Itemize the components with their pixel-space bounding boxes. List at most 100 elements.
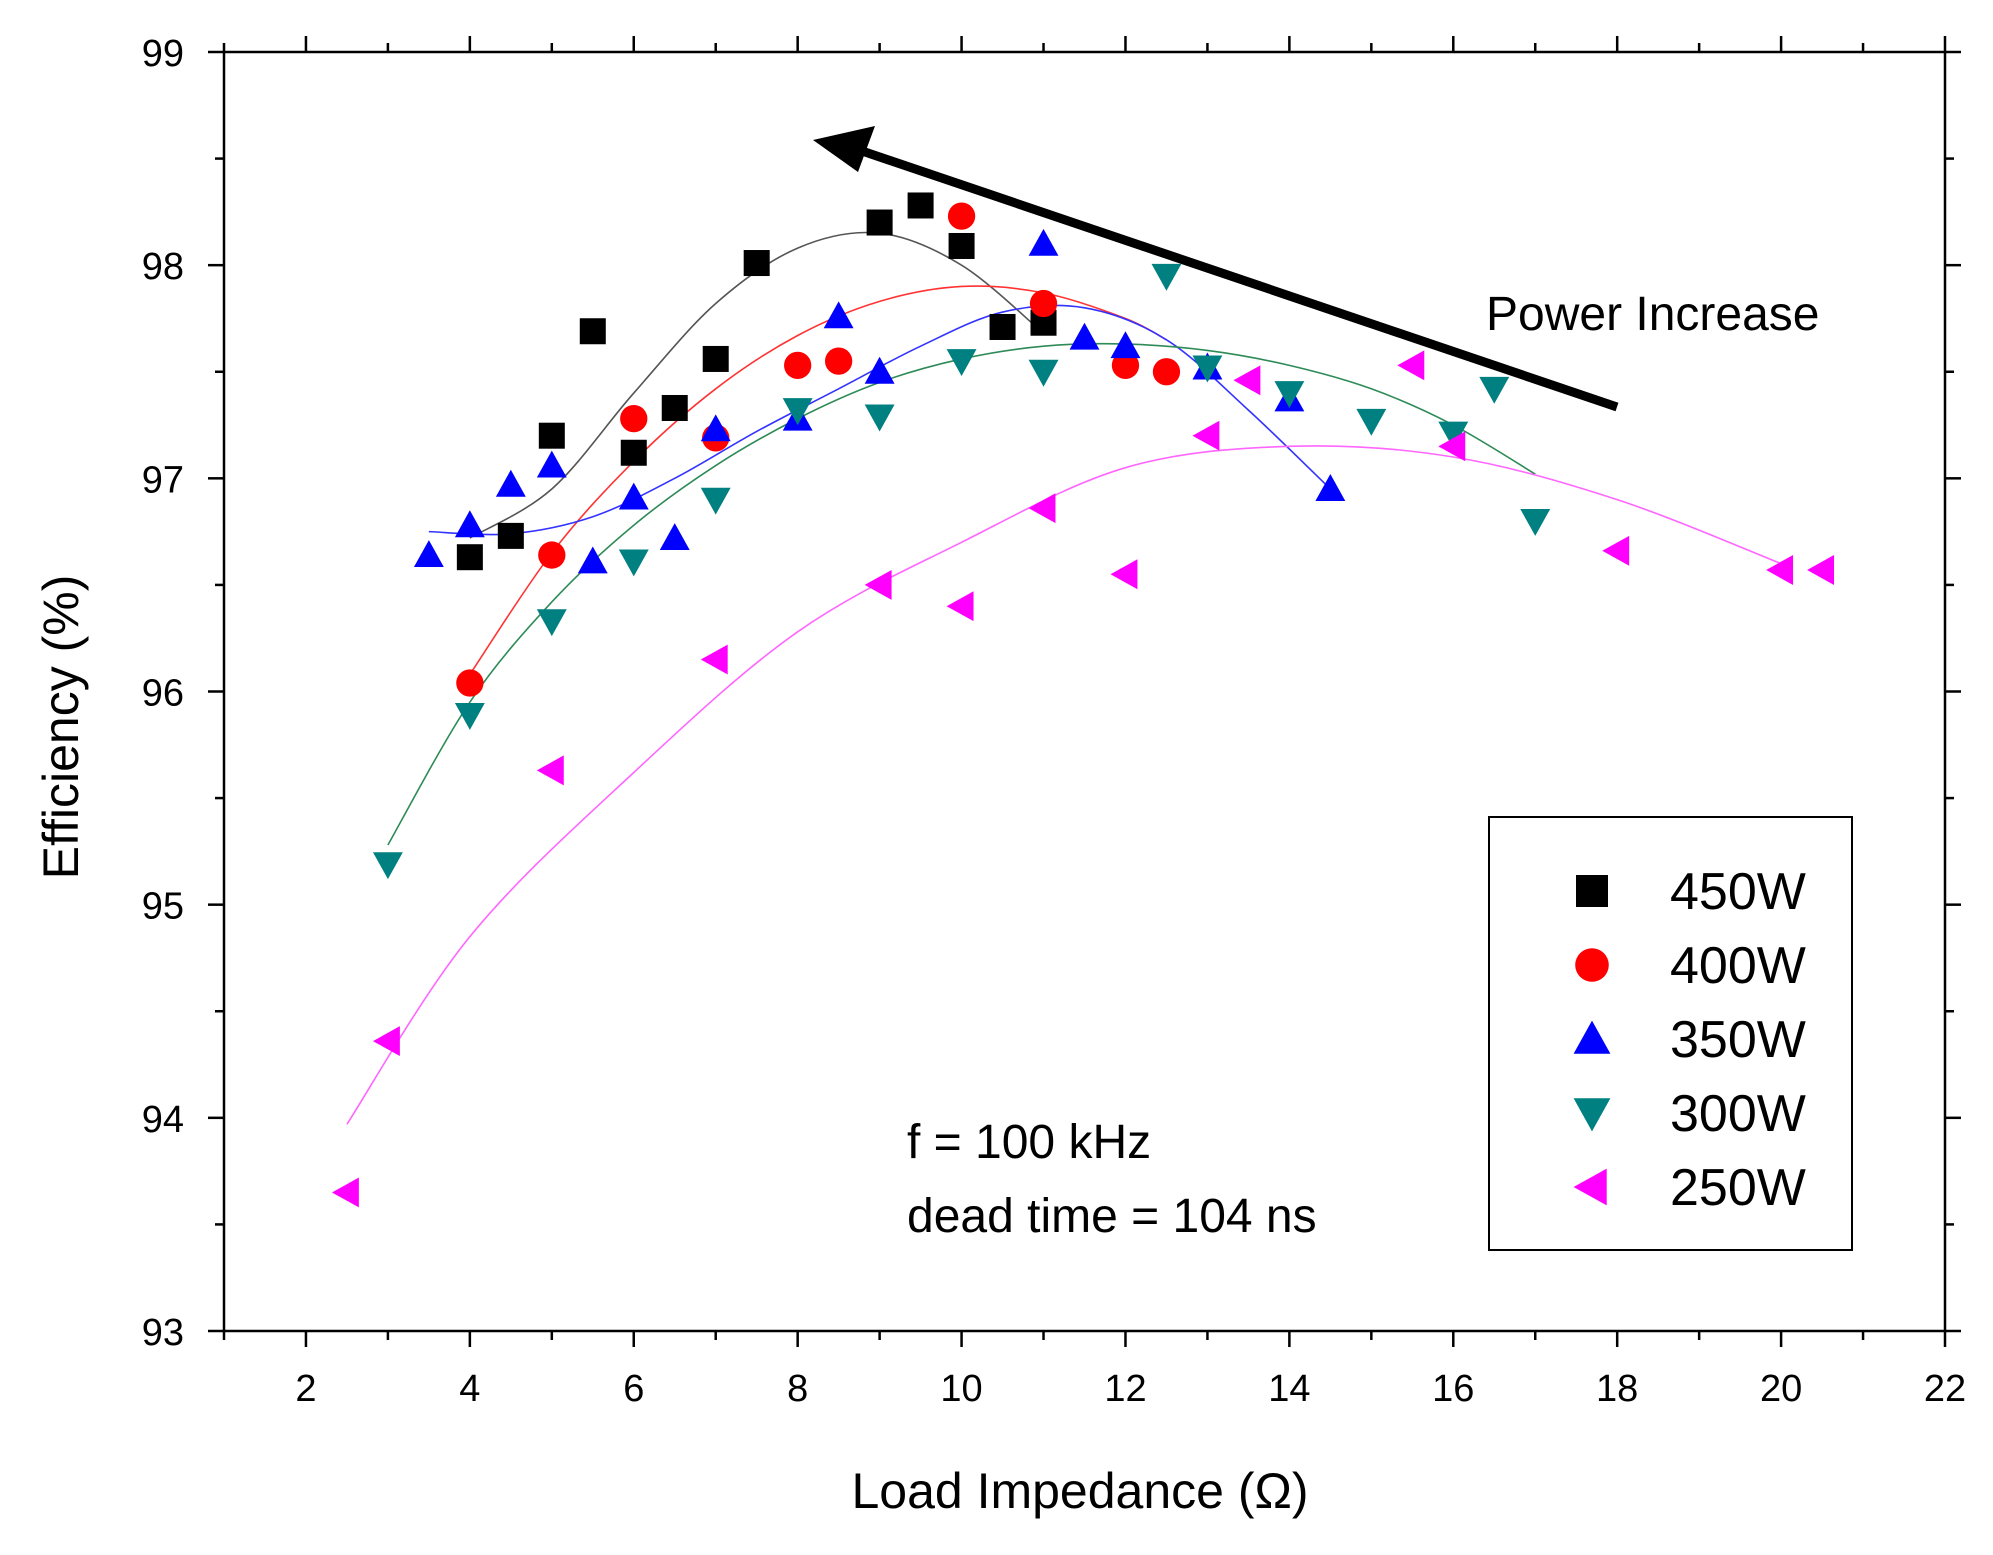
power-increase-arrow [813, 126, 1619, 412]
point-450W [497, 522, 524, 549]
legend-box [1488, 816, 1853, 1251]
point-300W [1192, 355, 1223, 383]
frequency-label: f = 100 kHz [907, 1116, 1151, 1169]
point-450W [579, 318, 606, 345]
point-300W [864, 404, 895, 432]
x-tick-label: 14 [1268, 1368, 1310, 1410]
point-450W [620, 439, 647, 466]
point-400W [620, 404, 648, 433]
x-tick-label: 20 [1760, 1368, 1802, 1410]
point-400W [824, 347, 853, 375]
point-350W [618, 482, 649, 510]
point-350W [1028, 228, 1059, 256]
y-tick-label: 94 [142, 1099, 184, 1141]
point-400W [1111, 351, 1140, 380]
legend-label-400W: 400W [1670, 937, 1806, 995]
point-250W [1233, 365, 1261, 396]
point-300W [618, 549, 649, 577]
point-250W [536, 755, 564, 786]
point-450W [989, 313, 1016, 340]
point-300W [1438, 421, 1469, 449]
point-250W [1602, 535, 1630, 566]
point-400W [456, 669, 484, 697]
dead-time-label: dead time = 104 ns [907, 1190, 1317, 1243]
y-axis-label: Efficiency (%) [33, 575, 89, 880]
point-450W [866, 209, 893, 236]
point-450W [702, 345, 729, 372]
point-450W [661, 394, 688, 421]
point-300W [1151, 263, 1182, 291]
point-350W [413, 540, 444, 568]
fit-curve-400W [469, 285, 1167, 675]
point-300W [946, 349, 977, 377]
x-tick-label: 10 [940, 1368, 982, 1410]
point-300W [536, 609, 567, 637]
point-350W [823, 301, 854, 329]
y-tick-label: 96 [142, 673, 184, 715]
point-350W [700, 414, 731, 442]
point-450W [743, 250, 770, 277]
arrow-label: Power Increase [1486, 288, 1820, 341]
y-tick-label: 99 [142, 33, 184, 75]
point-250W [1438, 431, 1466, 462]
point-300W [1274, 381, 1305, 409]
point-350W [659, 523, 690, 550]
point-300W [1028, 359, 1059, 387]
point-250W [331, 1177, 359, 1208]
x-tick-label: 4 [459, 1368, 480, 1410]
y-tick-label: 97 [142, 459, 184, 501]
point-400W [784, 351, 812, 380]
point-250W [946, 591, 974, 622]
point-300W [1479, 376, 1510, 404]
point-300W [700, 487, 731, 515]
fit-curve-350W [428, 304, 1331, 536]
y-tick-label: 95 [142, 886, 184, 928]
legend-marker-400W [1575, 948, 1609, 982]
legend-marker-350W [1573, 1020, 1611, 1054]
point-450W [948, 232, 975, 259]
point-250W [864, 569, 892, 600]
point-250W [1028, 493, 1056, 524]
axes: 2 4 6 8 10 12 14 16 18 20 22 93 94 95 96 97 98 99 [142, 33, 1966, 1410]
point-400W [538, 541, 566, 569]
point-300W [782, 398, 813, 426]
point-350W [1069, 322, 1100, 350]
data-points [331, 192, 1835, 1208]
point-350W [1110, 331, 1141, 359]
fit-curves [346, 231, 1782, 1125]
point-350W [577, 546, 608, 574]
legend-marker-250W [1573, 1168, 1607, 1206]
x-tick-label: 16 [1432, 1368, 1474, 1410]
legend-marker-450W [1576, 875, 1608, 907]
legend: 450W 400W 350W 300W 250W [1488, 816, 1853, 1251]
point-350W [864, 356, 895, 384]
x-tick-label: 2 [295, 1368, 316, 1410]
legend-label-250W: 250W [1670, 1159, 1806, 1217]
point-300W [1356, 408, 1387, 436]
point-250W [1766, 555, 1794, 585]
point-250W [372, 1026, 400, 1057]
point-250W [700, 644, 728, 675]
y-tick-label: 93 [142, 1312, 184, 1354]
fit-curve-250W [346, 445, 1782, 1125]
point-400W [1029, 289, 1058, 318]
point-300W [372, 852, 403, 880]
fit-curve-450W [469, 231, 1045, 539]
x-tick-label: 8 [787, 1368, 808, 1410]
point-300W [1520, 509, 1551, 536]
point-450W [907, 192, 934, 219]
point-450W [456, 544, 483, 571]
legend-marker-300W [1573, 1098, 1611, 1132]
fit-curve-300W [387, 342, 1536, 846]
point-450W [538, 422, 565, 449]
point-250W [1397, 350, 1425, 381]
x-tick-label: 6 [623, 1368, 644, 1410]
x-tick-label: 12 [1104, 1368, 1146, 1410]
legend-label-350W: 350W [1670, 1011, 1806, 1069]
point-400W [947, 202, 976, 230]
x-tick-label: 22 [1924, 1368, 1966, 1410]
point-350W [454, 510, 485, 538]
point-250W [1192, 420, 1220, 451]
x-tick-label: 18 [1596, 1368, 1638, 1410]
